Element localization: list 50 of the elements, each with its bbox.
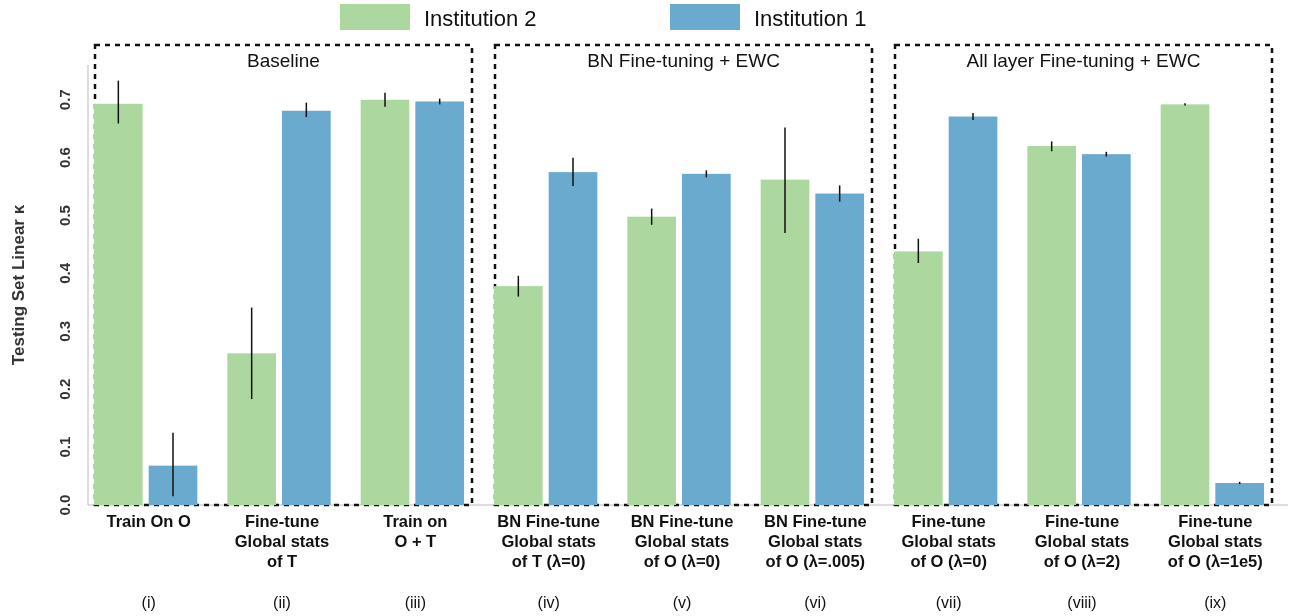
y-tick-label: 0.5 (56, 205, 73, 226)
x-tick-label: Fine-tune Global stats of O (λ=2) (1034, 512, 1130, 570)
bar (1027, 146, 1076, 505)
bar (148, 465, 198, 505)
bar (494, 286, 543, 505)
x-tick-label: Fine-tune Global stats of O (λ=0) (901, 512, 996, 570)
bar (627, 216, 676, 505)
text: (iii) (404, 594, 426, 611)
bar (894, 251, 943, 505)
text: (i) (141, 594, 156, 611)
bar (415, 101, 464, 505)
y-tick-label: 0.6 (56, 147, 73, 169)
text: (v) (672, 594, 692, 611)
bar (815, 193, 864, 505)
text: (iv) (537, 594, 560, 611)
y-tick-label: 0.0 (56, 494, 73, 516)
x-tick-label: BN Fine-tune Global stats of O (λ=0) (630, 512, 734, 570)
legend-label: Institution 1 (754, 6, 867, 31)
y-tick-label: 0.1 (56, 436, 73, 458)
x-tick-label: Train On O (106, 512, 191, 530)
text: (ix) (1204, 594, 1227, 611)
y-tick-label: 0.2 (56, 378, 73, 400)
bar (1215, 483, 1264, 505)
text: (vii) (935, 594, 962, 611)
bar (948, 116, 998, 505)
x-tick-label: Fine-tune Global stats of T (234, 512, 330, 570)
y-tick-label: 0.7 (56, 89, 73, 111)
x-tick-label: BN Fine-tune Global stats of T (λ=0) (497, 512, 600, 570)
x-tick-label: Fine-tune Global stats of O (λ=1e5) (1167, 512, 1263, 570)
bar (760, 179, 810, 505)
y-axis-title: Testing Set Linear κ (9, 204, 28, 366)
annotation: BN Fine-tuning + EWC (587, 50, 780, 71)
legend-label: Institution 2 (424, 6, 537, 31)
bar (360, 99, 410, 505)
bar (282, 110, 331, 505)
text: (ii) (273, 594, 291, 611)
y-tick-label: 0.4 (56, 262, 73, 284)
bar (548, 172, 598, 505)
y-tick-label: 0.3 (56, 320, 73, 342)
bar (227, 353, 276, 505)
text: (vi) (804, 594, 827, 611)
bar (94, 103, 143, 505)
bar (682, 173, 731, 505)
x-tick-label: Train on O + T (383, 512, 448, 550)
bar (1082, 154, 1131, 505)
text: (viii) (1067, 594, 1097, 611)
annotation: All layer Fine-tuning + EWC (966, 50, 1201, 71)
x-tick-label: BN Fine-tune Global stats of O (λ=.005) (764, 512, 867, 570)
bar (1160, 104, 1210, 505)
annotation: Baseline (247, 50, 320, 71)
